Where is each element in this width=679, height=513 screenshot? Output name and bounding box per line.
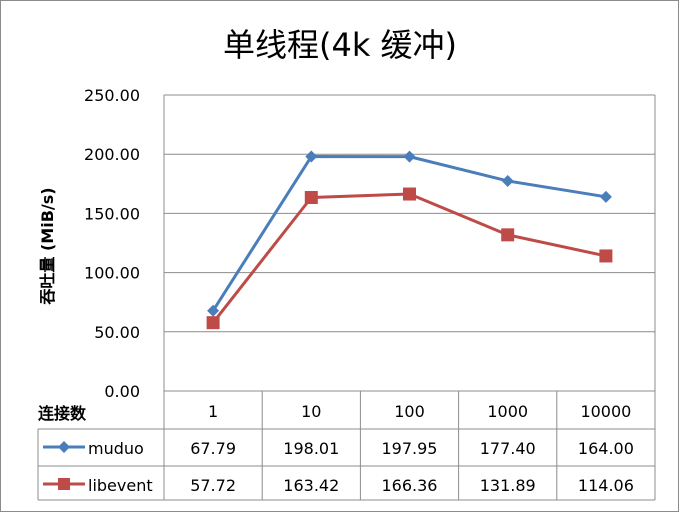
y-axis-label: 吞吐量 (MiB/s) [38, 187, 57, 304]
x-tick-label: 1000 [487, 402, 528, 421]
y-tick-label: 0.00 [104, 382, 140, 401]
data-label: 57.72 [190, 476, 236, 495]
data-point [403, 150, 416, 163]
gridlines [163, 94, 656, 392]
legend-key-marker [58, 478, 70, 490]
y-tick-label: 200.00 [84, 145, 140, 164]
data-label: 163.42 [283, 476, 339, 495]
y-tick-label: 150.00 [84, 204, 140, 223]
y-tick-label: 100.00 [84, 264, 140, 283]
y-tick-label: 50.00 [94, 323, 140, 342]
x-tick-label: 1 [208, 402, 218, 421]
series-line-muduo [211, 155, 607, 312]
legend-series-name: libevent [88, 476, 153, 495]
x-tick-label: 100 [394, 402, 425, 421]
x-axis-label: 连接数 [38, 404, 87, 423]
data-point [207, 304, 220, 317]
series-layer [206, 150, 613, 330]
data-label: 114.06 [578, 476, 634, 495]
data-point [305, 150, 318, 163]
legend-key-marker [58, 441, 70, 453]
data-label: 198.01 [283, 439, 339, 458]
data-point [206, 316, 220, 330]
y-tick-label: 250.00 [84, 86, 140, 105]
data-label: 197.95 [382, 439, 438, 458]
y-tick-labels: 0.00 50.00 100.00 150.00 200.00 250.00 [84, 86, 140, 401]
data-point [599, 190, 612, 203]
data-label: 164.00 [578, 439, 634, 458]
data-point [599, 249, 613, 263]
chart-title: 单线程(4k 缓冲) [223, 26, 457, 64]
data-label: 67.79 [190, 439, 236, 458]
x-tick-label: 10000 [580, 402, 631, 421]
data-point [501, 228, 515, 242]
x-tick-label: 10 [301, 402, 321, 421]
data-point [501, 174, 514, 187]
data-label: 177.40 [480, 439, 536, 458]
data-point [304, 191, 318, 205]
data-point [403, 187, 416, 201]
legend-series-name: muduo [88, 439, 144, 458]
data-label: 166.36 [382, 476, 438, 495]
data-table: 1 10 100 1000 10000 muduo 67.79 198.01 197.95 177… [37, 391, 656, 501]
data-label: 131.89 [480, 476, 536, 495]
